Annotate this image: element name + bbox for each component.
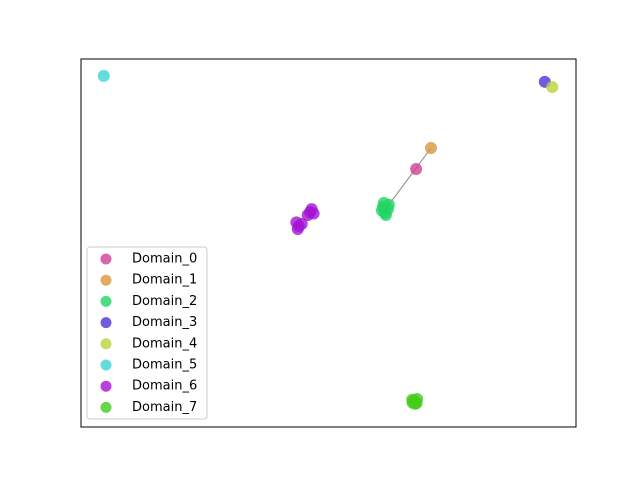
legend-label: Domain_2	[132, 294, 197, 309]
legend-box	[86, 246, 208, 420]
legend-marker	[100, 317, 112, 329]
legend-marker	[100, 359, 112, 371]
legend-label: Domain_7	[132, 400, 197, 415]
legend-label: Domain_0	[132, 252, 197, 267]
plot-frame	[80, 58, 577, 428]
point	[410, 163, 423, 176]
legend-marker	[100, 401, 112, 413]
point	[379, 209, 392, 222]
connector	[388, 147, 432, 206]
legend-marker	[100, 380, 112, 392]
point	[410, 397, 423, 410]
legend-label: Domain_3	[132, 315, 197, 330]
point	[424, 142, 437, 155]
point	[97, 69, 110, 82]
point	[377, 196, 390, 209]
legend-marker	[100, 253, 112, 265]
legend-label: Domain_1	[132, 273, 197, 288]
legend-label: Domain_5	[132, 358, 197, 373]
point	[546, 80, 559, 93]
legend-label: Domain_6	[132, 379, 197, 394]
legend-marker	[100, 274, 112, 286]
legend-marker	[100, 338, 112, 350]
legend-label: Domain_4	[132, 336, 197, 351]
point	[291, 223, 304, 236]
legend-marker	[100, 295, 112, 307]
point	[305, 203, 318, 216]
